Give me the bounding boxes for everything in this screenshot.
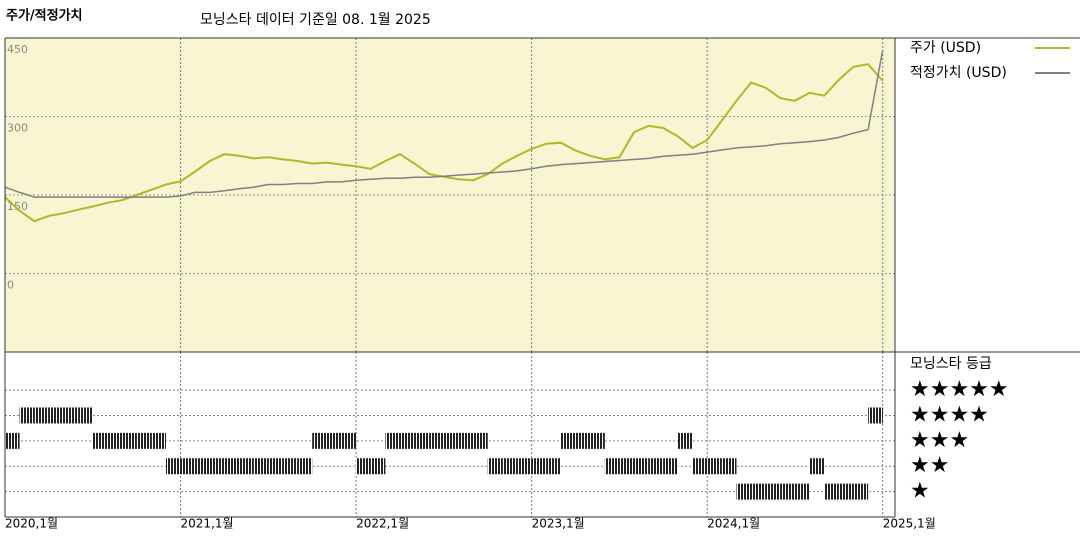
rating-bar (853, 483, 869, 500)
rating-bar (824, 483, 839, 500)
rating-bar (180, 458, 196, 475)
rating-label: ★ (910, 479, 930, 504)
rating-bar (692, 458, 708, 475)
rating-bar (19, 407, 35, 424)
x-tick-label: 2020,1월 (5, 517, 58, 531)
rating-bar (326, 432, 342, 449)
rating-bar (648, 458, 664, 475)
rating-bar (590, 432, 605, 449)
rating-label: ★★★ (910, 428, 969, 453)
rating-bar (517, 458, 532, 475)
rating-bar (253, 458, 269, 475)
rating-bar (721, 458, 737, 475)
rating-bar (780, 483, 795, 500)
rating-bar (34, 407, 49, 424)
legend-label: 적정가치 (USD) (910, 65, 1007, 81)
rating-bar (707, 458, 722, 475)
rating-bar (385, 432, 400, 449)
rating-bar (677, 432, 693, 449)
rating-bar (122, 432, 137, 449)
rating-bar (546, 458, 561, 475)
rating-bar (502, 458, 518, 475)
rating-bar (633, 458, 649, 475)
rating-bar (92, 432, 108, 449)
rating-bar (414, 432, 430, 449)
rating-bar (107, 432, 123, 449)
rating-label: ★★ (910, 453, 949, 478)
x-tick-label: 2021,1월 (181, 517, 234, 531)
rating-bar (531, 458, 547, 475)
chart-title: 모닝스타 데이터 기준일 08. 1월 2025 (200, 12, 431, 28)
series-line (4, 49, 884, 198)
rating-bar (151, 432, 166, 449)
rating-bar (868, 407, 883, 424)
rating-bar (473, 432, 488, 449)
rating-label: ★★★★ (910, 402, 989, 427)
y-axis-title: 주가/적정가치 (6, 8, 83, 24)
rating-bar (838, 483, 854, 500)
y-tick-label: 450 (7, 43, 28, 56)
rating-bar (356, 458, 371, 475)
rating-label: ★★★★★ (910, 377, 1009, 402)
x-tick-label: 2023,1월 (532, 517, 585, 531)
rating-bar (560, 432, 576, 449)
rating-bar (794, 483, 810, 500)
rating-bar (209, 458, 225, 475)
rating-bar (238, 458, 254, 475)
x-tick-label: 2022,1월 (356, 517, 409, 531)
x-tick-label: 2025,1월 (883, 517, 936, 531)
rating-bar (165, 458, 181, 475)
rating-bar (312, 432, 327, 449)
rating-bar (443, 432, 459, 449)
rating-bar (604, 458, 620, 475)
y-tick-label: 0 (7, 279, 14, 292)
rating-bar (78, 407, 93, 424)
rating-bar (809, 458, 825, 475)
x-tick-label: 2024,1월 (707, 517, 760, 531)
rating-bar (399, 432, 415, 449)
rating-bar (282, 458, 298, 475)
rating-bar (48, 407, 64, 424)
rating-bar (268, 458, 283, 475)
rating-bar (5, 432, 20, 449)
rating-bar (663, 458, 678, 475)
rating-bar (736, 483, 752, 500)
rating-bar (619, 458, 634, 475)
rating-bar (487, 458, 503, 475)
rating-bar (370, 458, 386, 475)
legend-label: 주가 (USD) (910, 40, 981, 56)
rating-bar (751, 483, 766, 500)
rating-bar (63, 407, 79, 424)
rating-bar (765, 483, 781, 500)
rating-bar (575, 432, 591, 449)
y-tick-label: 300 (7, 122, 28, 135)
legend-title: 모닝스타 등급 (910, 356, 992, 372)
rating-bar (136, 432, 152, 449)
rating-bar (195, 458, 210, 475)
rating-bar (341, 432, 357, 449)
rating-bar (429, 432, 444, 449)
rating-bar (458, 432, 474, 449)
rating-bar (297, 458, 313, 475)
rating-bar (224, 458, 239, 475)
